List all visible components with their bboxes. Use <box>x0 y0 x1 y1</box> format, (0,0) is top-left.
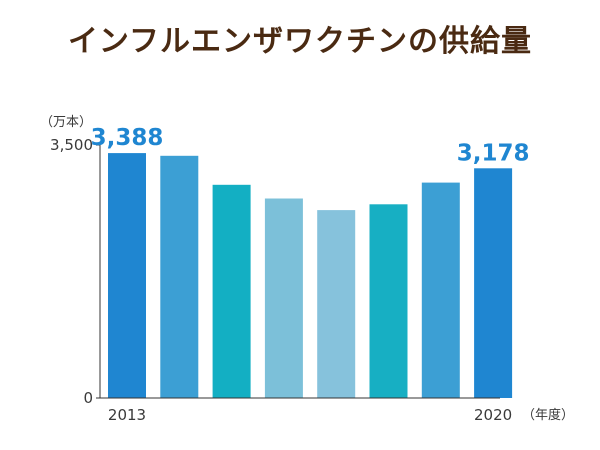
bar-2018 <box>369 204 408 398</box>
y-unit-label: （万本） <box>40 115 92 130</box>
bar-2020 <box>474 168 513 398</box>
bar-2015 <box>212 184 251 398</box>
x-unit-label: （年度） <box>522 407 574 423</box>
bar-2017 <box>317 210 356 398</box>
data-label-2020: 3,178 <box>457 140 530 166</box>
y-tick-label-0: 0 <box>83 389 93 407</box>
bar-2019 <box>421 182 460 398</box>
bar-2014 <box>160 155 199 398</box>
x-tick-label-2013: 2013 <box>108 406 146 424</box>
y-ticks-layer: 0 3,500 <box>50 136 100 407</box>
data-label-2013: 3,388 <box>91 125 164 151</box>
x-ticks-layer: 2013 2020 <box>108 406 512 424</box>
x-tick-label-2020: 2020 <box>474 406 512 424</box>
bar-2013 <box>108 153 146 398</box>
bar-2016 <box>264 198 303 398</box>
y-tick-label-3500: 3,500 <box>50 136 93 154</box>
bars-layer <box>108 153 513 398</box>
data-labels-layer: 3,388 3,178 <box>91 125 530 166</box>
chart-title: インフルエンザワクチンの供給量 <box>67 24 533 59</box>
